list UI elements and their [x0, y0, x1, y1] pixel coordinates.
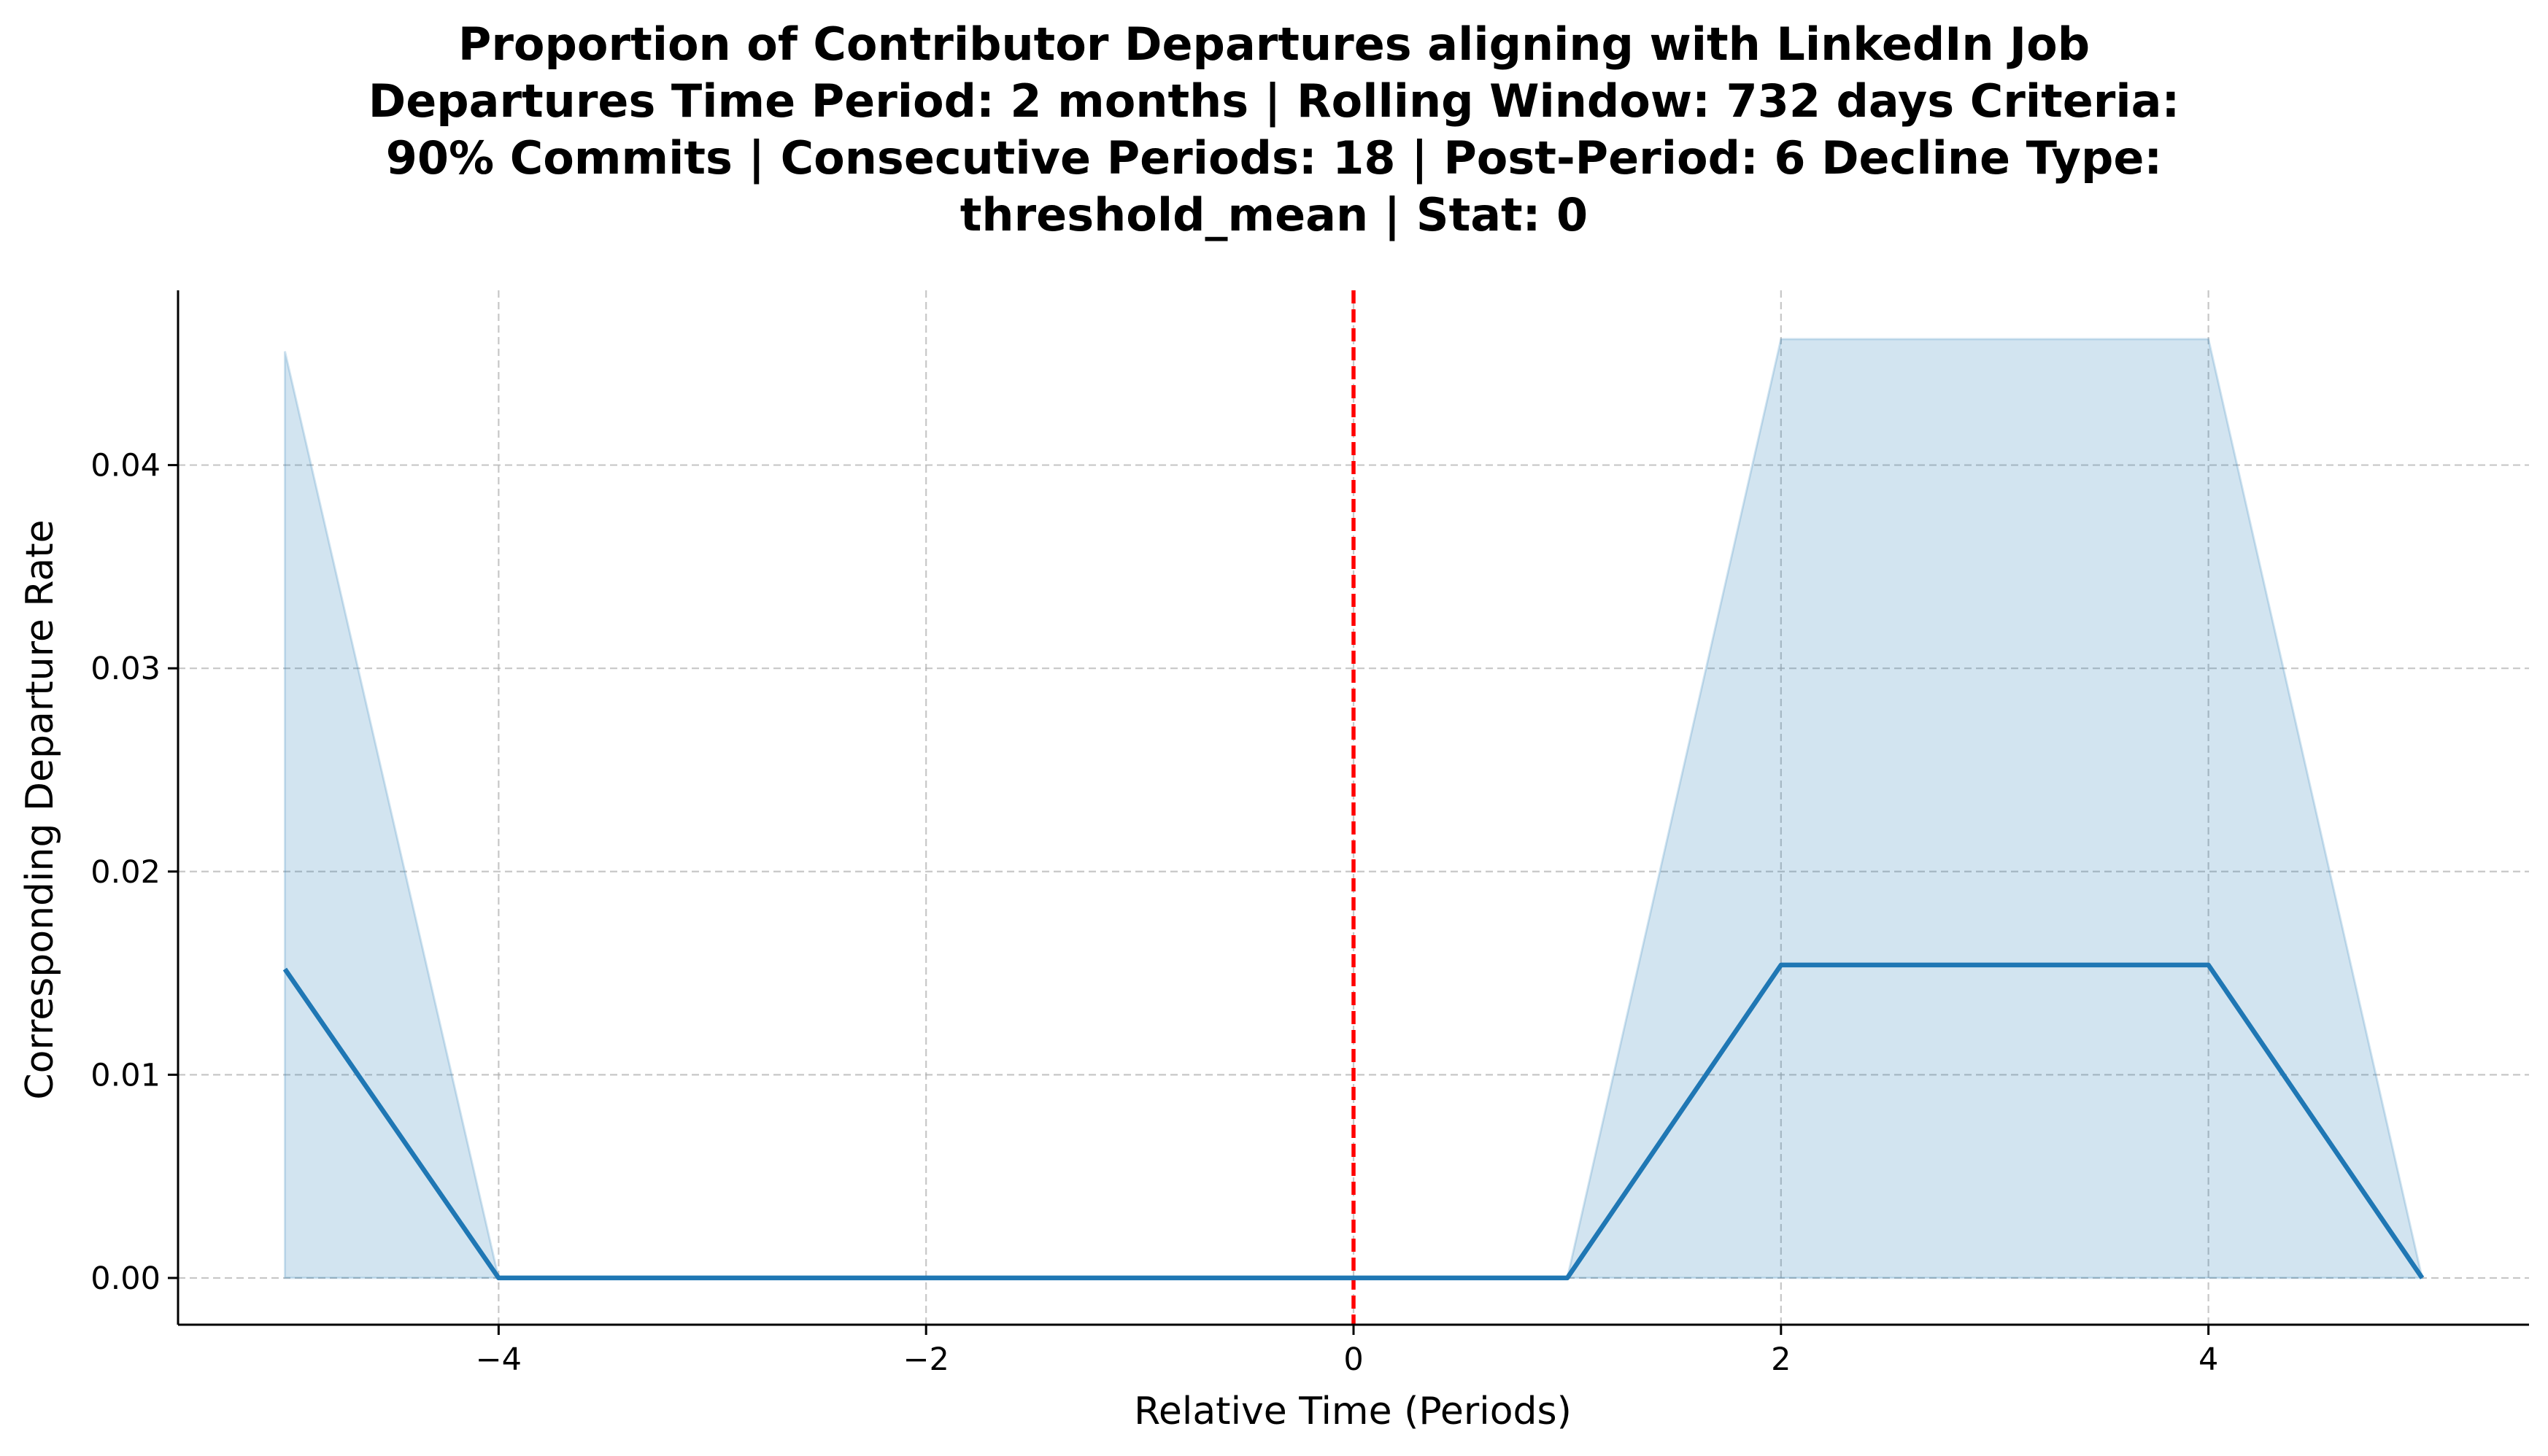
y-tick-label: 0.02 [90, 854, 161, 891]
y-tick-label: 0.03 [90, 651, 161, 687]
chart-title-line-3: 90% Commits | Consecutive Periods: 18 | … [385, 131, 2163, 185]
x-tick-label: 2 [1771, 1341, 1791, 1378]
y-tick-label: 0.01 [90, 1057, 161, 1093]
ticks-layer: −4 −2 0 2 4 0.00 0.01 0.02 0.03 0.04 [90, 448, 2218, 1378]
chart-title-line-2: Departures Time Period: 2 months | Rolli… [368, 74, 2180, 128]
y-tick-label: 0.04 [90, 448, 161, 484]
x-axis-label: Relative Time (Periods) [1134, 1390, 1572, 1433]
y-axis-label: Corresponding Departure Rate [18, 519, 62, 1099]
x-tick-label: −2 [903, 1341, 949, 1378]
series-line-layer [282, 962, 2425, 1281]
chart-title-line-4: threshold_mean | Stat: 0 [960, 188, 1588, 241]
x-tick-label: 0 [1343, 1341, 1363, 1378]
chart-title: Proportion of Contributor Departures ali… [0, 16, 2548, 244]
y-tick-label: 0.00 [90, 1261, 161, 1297]
x-tick-label: −4 [476, 1341, 522, 1378]
chart-title-line-1: Proportion of Contributor Departures ali… [458, 18, 2090, 71]
x-tick-label: 4 [2198, 1341, 2218, 1378]
